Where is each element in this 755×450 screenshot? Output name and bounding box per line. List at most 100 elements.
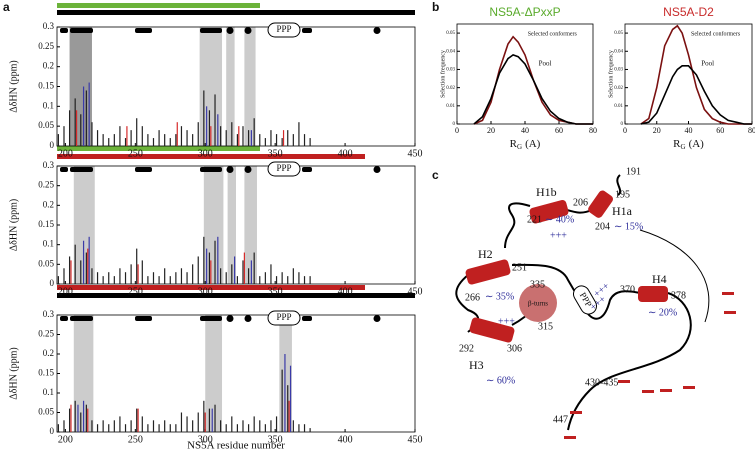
residue: 335 [530,279,545,290]
secondary-structure [135,316,152,321]
x-tick-label: 20 [653,126,661,135]
panel-label: b [432,0,439,14]
bar [175,134,177,146]
bar [270,130,272,146]
bar [119,268,121,284]
x-tick-label: 400 [338,286,353,297]
y-axis-label: ΔδHN (ppm) [8,199,19,252]
bar [137,408,139,432]
bar [259,420,261,432]
y-tick-label: 0 [621,122,624,127]
bar [75,110,78,146]
helix [465,259,511,285]
shaded-region [73,166,95,284]
secondary-structure [70,28,93,33]
x-axis-label-part: R [673,138,681,150]
shaded-region [203,166,224,284]
residue: 306 [507,343,522,354]
secondary-structure [373,315,381,322]
bar [82,400,85,432]
bar [102,276,104,284]
y-tick-label: 0.2 [43,199,54,209]
construct-bar [57,293,415,298]
line [640,65,752,125]
bar [303,276,306,284]
bar [253,416,255,432]
charge: +++ [550,230,567,241]
bar [204,412,206,432]
line [473,54,593,125]
y-axis-label: ΔδHN (ppm) [8,347,19,400]
bar [164,134,166,146]
residue: 370 [620,284,635,295]
x-axis-label-part: R [510,138,518,150]
bar [206,248,208,284]
bar [186,130,188,146]
y-axis-label: Selection frequency [607,50,614,98]
bar [281,272,283,284]
bar [247,268,250,284]
bar [287,130,289,146]
secondary-structure [200,167,222,172]
bar [298,272,300,284]
panel-label: c [432,168,439,182]
bar [164,268,166,284]
x-tick-label: 250 [128,286,143,297]
bar [220,268,222,284]
ppp-oval [267,161,301,177]
x-tick-label: 300 [198,434,213,445]
bar [119,416,121,432]
shaded-region [227,166,236,284]
population: ∼ 20% [648,307,677,318]
secondary-structure [60,28,68,33]
helix [529,199,569,224]
x-tick-label: 250 [128,434,143,445]
bar [68,110,71,146]
bar [203,90,205,146]
shaded-region [199,27,223,146]
bar [147,276,149,284]
helix-label: H2 [478,247,493,261]
x-tick-label: 450 [408,434,423,445]
secondary-structure [60,167,68,172]
population: ∼ 35% [485,291,514,302]
helix [588,190,614,218]
y-tick-label: 0.25 [38,41,54,51]
beta-turns [519,284,557,322]
bar [119,126,121,146]
bar [136,118,138,146]
bar [242,420,244,432]
secondary-structure [200,316,222,321]
bar [63,420,65,432]
bar [96,424,99,432]
y-tick-label: 0.15 [38,368,54,378]
bar [70,404,72,432]
bar [87,248,89,284]
secondary-structure [244,315,252,322]
bar [236,276,238,284]
bar [74,244,76,284]
bar [158,130,160,146]
bar [225,424,227,432]
bar [130,264,132,284]
bar [158,424,160,432]
secondary-structure [200,28,222,33]
ppp-oval [267,22,301,38]
bar [108,138,110,146]
bar [180,412,183,432]
x-axis-label: NS5A residue number [187,440,285,450]
x-tick-label: 350 [268,286,283,297]
residue: 251 [512,262,527,273]
bar [247,130,250,146]
bar [175,424,177,432]
bar [136,408,138,432]
bar [141,416,143,432]
bar [203,400,205,432]
x-axis-label-part: (A) [525,138,541,150]
bar [126,126,128,146]
bar [287,385,289,432]
bar [282,130,285,146]
y-tick-label: 0.04 [446,49,455,54]
bar [87,408,89,432]
